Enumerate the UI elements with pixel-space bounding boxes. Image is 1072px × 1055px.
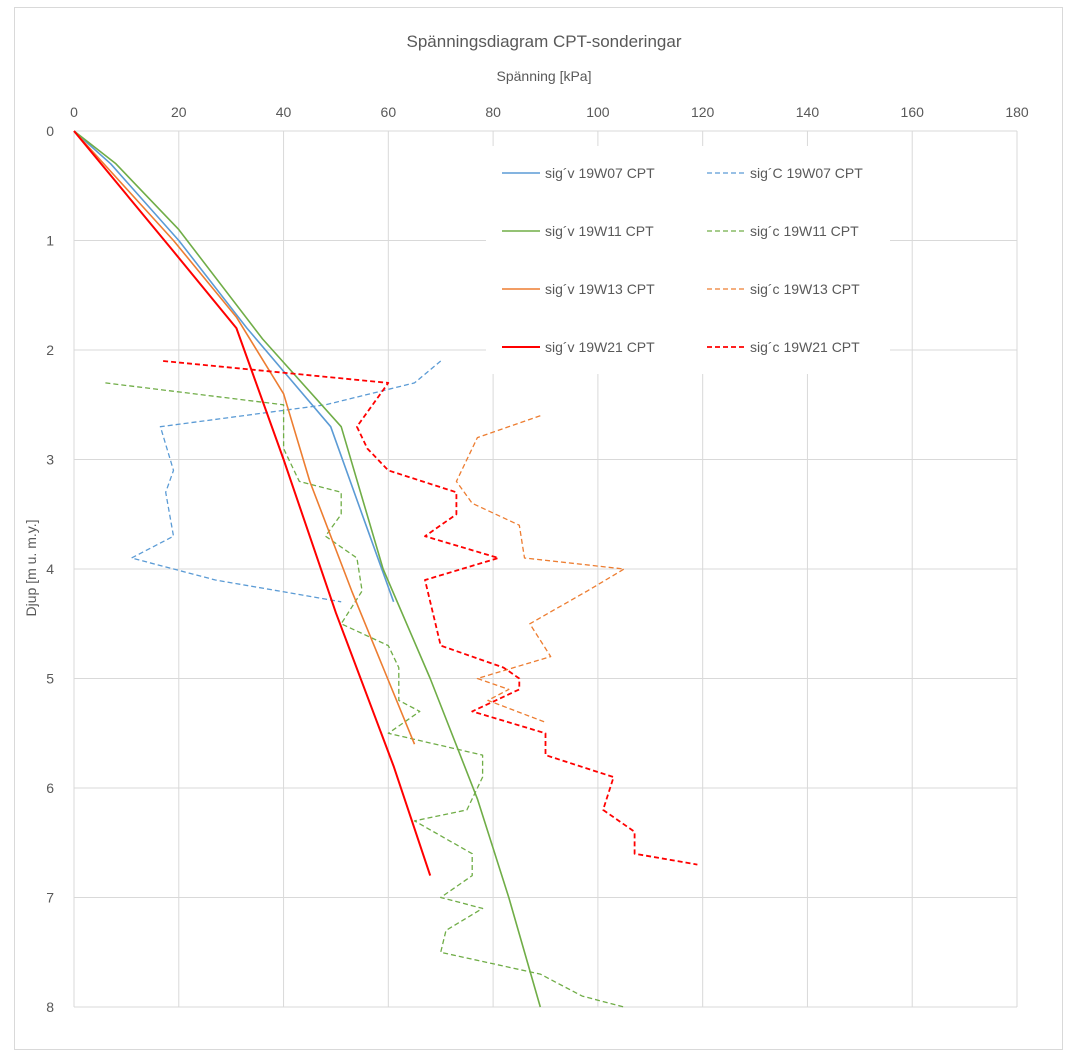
- chart-title: Spänningsdiagram CPT-sonderingar: [407, 32, 682, 51]
- y-tick-label: 8: [46, 999, 54, 1015]
- y-axis-label: Djup [m u. m.y.]: [23, 520, 39, 617]
- y-tick-label: 4: [46, 561, 54, 577]
- series-lines: [73, 130, 698, 1008]
- y-tick-label: 5: [46, 671, 54, 687]
- series-line-7: [73, 130, 432, 876]
- series-line-6: [455, 415, 625, 723]
- legend-label: sig´c 19W21 CPT: [750, 339, 860, 355]
- tick-labels: 0 20 40 60 80 100 120 140 160 180 0 1 2 3 4 5 6 7 8: [46, 104, 1029, 1015]
- grid: [73, 130, 1018, 1008]
- series-line-1: [73, 130, 395, 603]
- x-tick-label: 140: [796, 104, 820, 120]
- x-tick-label: 40: [276, 104, 292, 120]
- legend-label: sig´c 19W13 CPT: [750, 281, 860, 297]
- legend-label: sig´C 19W07 CPT: [750, 165, 863, 181]
- y-tick-label: 2: [46, 342, 54, 358]
- legend-label: sig´v 19W07 CPT: [545, 165, 655, 181]
- y-tick-label: 3: [46, 452, 54, 468]
- x-tick-label: 60: [381, 104, 397, 120]
- y-tick-label: 6: [46, 780, 54, 796]
- x-tick-label: 160: [901, 104, 925, 120]
- series-line-4: [105, 382, 625, 1008]
- legend-background: [486, 146, 890, 374]
- x-axis-label: Spänning [kPa]: [497, 68, 592, 84]
- legend-label: sig´v 19W11 CPT: [545, 223, 654, 239]
- y-tick-label: 0: [46, 123, 54, 139]
- y-tick-label: 1: [46, 233, 54, 249]
- y-tick-label: 7: [46, 890, 54, 906]
- legend-label: sig´v 19W21 CPT: [545, 339, 655, 355]
- x-tick-label: 120: [691, 104, 715, 120]
- legend: sig´v 19W07 CPT sig´C 19W07 CPT sig´v 19W1…: [486, 146, 890, 374]
- x-tick-label: 180: [1005, 104, 1029, 120]
- x-tick-label: 20: [171, 104, 187, 120]
- series-line-3: [73, 130, 542, 1008]
- series-line-2: [130, 360, 442, 603]
- x-tick-label: 100: [586, 104, 610, 120]
- x-tick-label: 0: [70, 104, 78, 120]
- legend-label: sig´c 19W11 CPT: [750, 223, 859, 239]
- x-tick-label: 80: [485, 104, 501, 120]
- series-line-5: [73, 130, 416, 745]
- legend-label: sig´v 19W13 CPT: [545, 281, 655, 297]
- series-line-8: [163, 360, 698, 866]
